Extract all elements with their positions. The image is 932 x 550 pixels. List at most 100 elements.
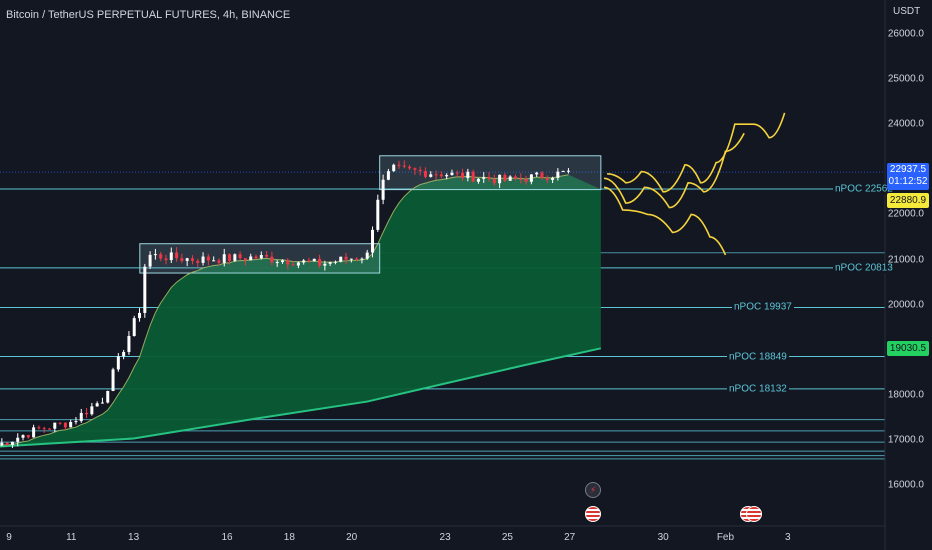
- candle: [561, 170, 565, 173]
- x-tick-label: 25: [501, 532, 513, 543]
- ema-line: [0, 347, 602, 448]
- candle: [138, 308, 142, 322]
- candle-body: [513, 176, 517, 179]
- candle-body: [228, 254, 232, 261]
- candle: [492, 174, 496, 186]
- candle: [302, 259, 306, 265]
- candle-body: [519, 178, 523, 180]
- us-flag-icon[interactable]: [585, 506, 601, 522]
- candle: [63, 422, 67, 430]
- candle-body: [238, 254, 242, 259]
- candle: [275, 259, 279, 267]
- trend-fill-area: [0, 174, 601, 446]
- candle-body: [185, 258, 189, 261]
- candle-body: [349, 258, 353, 260]
- projection-path: [603, 186, 727, 256]
- candle: [471, 169, 475, 183]
- candle: [0, 438, 4, 447]
- yellow-price-tag: 22880.9: [887, 193, 929, 208]
- candle: [482, 172, 486, 183]
- candle-body: [85, 412, 89, 415]
- candle: [408, 164, 412, 171]
- candle: [392, 163, 396, 172]
- candle: [545, 175, 549, 183]
- candle-body: [249, 256, 253, 261]
- candle-body: [291, 264, 295, 266]
- y-tick-label: 18000.0: [887, 389, 924, 401]
- candle-body: [307, 260, 311, 262]
- candle-body: [42, 428, 46, 430]
- candle: [243, 258, 247, 266]
- poc-label: nPOC 19937: [732, 301, 794, 313]
- candle-body: [53, 422, 57, 429]
- candle: [122, 349, 126, 360]
- candle: [254, 254, 258, 260]
- x-tick-label: 18: [283, 532, 295, 543]
- candle-body: [32, 427, 36, 438]
- candle: [397, 160, 401, 169]
- countdown-timer: 01:12:52: [888, 176, 928, 187]
- lightning-icon[interactable]: ⚡: [585, 482, 601, 498]
- candle-body: [476, 178, 480, 182]
- candle-body: [0, 442, 4, 446]
- candle-body: [16, 437, 20, 442]
- candle: [16, 433, 20, 447]
- candle: [413, 167, 417, 175]
- candle-body: [434, 174, 438, 176]
- candle: [47, 427, 51, 430]
- candle: [153, 248, 157, 260]
- candle-body: [138, 312, 142, 319]
- candle-body: [413, 168, 417, 170]
- candle: [519, 173, 523, 184]
- candle-body: [566, 170, 570, 172]
- candle: [423, 167, 427, 179]
- candle-body: [100, 402, 104, 404]
- candle: [190, 255, 194, 265]
- candle: [74, 417, 78, 425]
- candle: [53, 422, 57, 433]
- candle-body: [148, 254, 152, 267]
- candle: [386, 168, 390, 181]
- candle: [10, 441, 14, 448]
- candle-body: [21, 435, 25, 438]
- candle: [476, 178, 480, 184]
- candle: [212, 256, 216, 262]
- x-tick-label: 23: [439, 532, 451, 543]
- candle: [503, 172, 507, 183]
- candle-body: [482, 177, 486, 179]
- candle: [5, 442, 9, 446]
- candle-body: [127, 335, 131, 352]
- candle-body: [551, 177, 555, 180]
- candle-body: [206, 256, 210, 261]
- candle-body: [196, 260, 200, 263]
- candle: [307, 257, 311, 264]
- candle: [116, 353, 120, 372]
- candle-body: [450, 172, 454, 176]
- x-tick-label: Feb: [716, 532, 735, 543]
- candle-body: [429, 174, 433, 177]
- candle: [461, 168, 465, 181]
- candle-body: [180, 258, 184, 261]
- candle: [249, 253, 253, 261]
- y-tick-label: 25000.0: [887, 73, 924, 85]
- candle: [21, 434, 25, 441]
- candle: [566, 168, 570, 174]
- green-price-tag: 19030.5: [887, 341, 929, 356]
- candle: [344, 252, 348, 265]
- candle-body: [524, 179, 528, 182]
- candle: [445, 173, 449, 180]
- candle: [498, 174, 502, 189]
- candle-body: [561, 171, 565, 173]
- y-tick-label: 24000.0: [887, 118, 924, 130]
- us-flag-icon[interactable]: [746, 506, 762, 522]
- candle: [37, 425, 41, 430]
- candle-body: [318, 258, 322, 266]
- candle-body: [312, 258, 316, 262]
- candle: [69, 419, 73, 428]
- candle-body: [455, 172, 459, 174]
- candle-body: [535, 172, 539, 175]
- candle: [196, 258, 200, 267]
- candle: [180, 253, 184, 264]
- candle: [513, 174, 517, 181]
